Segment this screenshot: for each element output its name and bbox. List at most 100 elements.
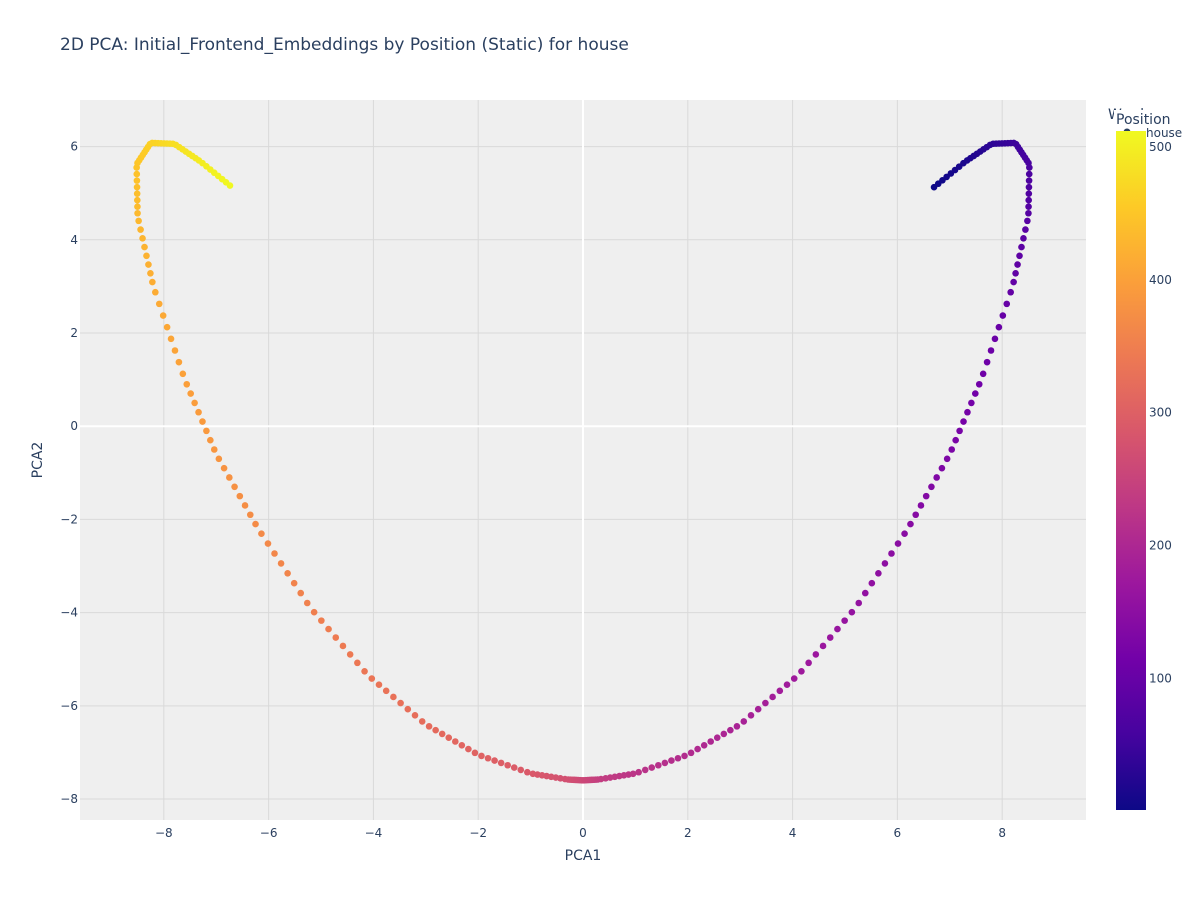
scatter-point[interactable] xyxy=(681,752,688,760)
scatter-point[interactable] xyxy=(641,766,649,774)
scatter-point[interactable] xyxy=(987,347,995,354)
scatter-point[interactable] xyxy=(943,455,951,463)
scatter-point[interactable] xyxy=(215,455,223,463)
scatter-point[interactable] xyxy=(133,183,141,191)
scatter-point[interactable] xyxy=(484,754,492,762)
scatter-point[interactable] xyxy=(258,530,265,537)
scatter-point[interactable] xyxy=(991,335,999,343)
scatter-point[interactable] xyxy=(674,754,682,762)
scatter-point[interactable] xyxy=(922,492,930,500)
scatter-point[interactable] xyxy=(411,711,419,719)
scatter-point[interactable] xyxy=(655,761,662,769)
scatter-point[interactable] xyxy=(134,209,141,217)
scatter-point[interactable] xyxy=(152,288,159,296)
scatter-point[interactable] xyxy=(277,560,285,567)
scatter-point[interactable] xyxy=(133,177,141,184)
scatter-point[interactable] xyxy=(783,681,791,689)
scatter-point[interactable] xyxy=(1025,170,1033,178)
scatter-point[interactable] xyxy=(171,347,179,354)
scatter-point[interactable] xyxy=(491,757,498,764)
scatter-point[interactable] xyxy=(888,550,895,557)
scatter-point[interactable] xyxy=(1024,217,1031,225)
scatter-point[interactable] xyxy=(458,741,466,749)
scatter-point[interactable] xyxy=(504,761,511,769)
scatter-point[interactable] xyxy=(149,278,156,286)
scatter-point[interactable] xyxy=(167,335,175,343)
scatter-point[interactable] xyxy=(700,741,708,749)
scatter-point[interactable] xyxy=(236,492,244,500)
scatter-point[interactable] xyxy=(733,723,741,730)
scatter-point[interactable] xyxy=(175,358,183,366)
scatter-point[interactable] xyxy=(451,738,459,745)
scatter-point[interactable] xyxy=(134,203,141,211)
scatter-point[interactable] xyxy=(747,711,755,719)
scatter-point[interactable] xyxy=(390,693,397,701)
scatter-point[interactable] xyxy=(155,300,163,308)
scatter-point[interactable] xyxy=(754,705,762,713)
scatter-point[interactable] xyxy=(975,380,983,388)
scatter-point[interactable] xyxy=(137,226,144,233)
scatter-point[interactable] xyxy=(819,642,827,650)
scatter-point[interactable] xyxy=(220,464,228,472)
scatter-point[interactable] xyxy=(471,749,479,757)
scatter-point[interactable] xyxy=(979,370,987,378)
scatter-point[interactable] xyxy=(938,464,946,472)
scatter-point[interactable] xyxy=(812,651,820,658)
scatter-point[interactable] xyxy=(952,436,959,444)
scatter-point[interactable] xyxy=(207,436,214,444)
scatter-point[interactable] xyxy=(707,738,715,745)
scatter-point[interactable] xyxy=(948,446,956,453)
scatter-point[interactable] xyxy=(1025,183,1033,191)
scatter-point[interactable] xyxy=(199,418,206,425)
scatter-point[interactable] xyxy=(1010,278,1017,286)
scatter-point[interactable] xyxy=(1018,243,1025,251)
scatter-point[interactable] xyxy=(798,668,805,675)
scatter-point[interactable] xyxy=(762,699,769,707)
scatter-point[interactable] xyxy=(375,681,383,689)
scatter-point[interactable] xyxy=(145,261,152,268)
scatter-point[interactable] xyxy=(1020,235,1027,242)
scatter-point[interactable] xyxy=(497,759,505,767)
scatter-point[interactable] xyxy=(284,570,291,577)
scatter-point[interactable] xyxy=(264,540,272,547)
scatter-point[interactable] xyxy=(271,550,278,557)
scatter-point[interactable] xyxy=(143,252,150,260)
scatter-point[interactable] xyxy=(648,764,656,771)
scatter-point[interactable] xyxy=(713,734,721,742)
scatter-point[interactable] xyxy=(1007,288,1014,296)
scatter-point[interactable] xyxy=(191,399,198,407)
scatter-point[interactable] xyxy=(445,734,453,742)
scatter-point[interactable] xyxy=(325,625,332,633)
scatter-point[interactable] xyxy=(1025,209,1032,217)
scatter-point[interactable] xyxy=(418,718,426,725)
scatter-point[interactable] xyxy=(881,560,889,567)
scatter-point[interactable] xyxy=(183,380,191,388)
scatter-point[interactable] xyxy=(478,752,485,760)
scatter-point[interactable] xyxy=(720,730,728,738)
scatter-point[interactable] xyxy=(894,540,902,547)
scatter-point[interactable] xyxy=(134,196,141,204)
scatter-point[interactable] xyxy=(310,608,318,616)
scatter-point[interactable] xyxy=(203,427,210,435)
scatter-point[interactable] xyxy=(999,312,1007,319)
scatter-point[interactable] xyxy=(1022,226,1029,233)
scatter-point[interactable] xyxy=(956,427,963,435)
scatter-point[interactable] xyxy=(432,726,439,734)
scatter-point[interactable] xyxy=(661,759,669,767)
scatter-point[interactable] xyxy=(404,705,412,713)
scatter-point[interactable] xyxy=(790,675,798,682)
scatter-point[interactable] xyxy=(133,190,141,197)
scatter-point[interactable] xyxy=(1003,300,1011,308)
scatter-point[interactable] xyxy=(141,243,148,251)
scatter-point[interactable] xyxy=(635,768,642,776)
scatter-point[interactable] xyxy=(346,651,354,658)
scatter-point[interactable] xyxy=(805,659,812,667)
scatter-point[interactable] xyxy=(210,446,218,453)
scatter-point[interactable] xyxy=(1025,203,1032,211)
scatter-point[interactable] xyxy=(928,483,935,491)
scatter-point[interactable] xyxy=(933,474,940,481)
scatter-point[interactable] xyxy=(524,768,531,776)
scatter-point[interactable] xyxy=(303,599,311,607)
scatter-point[interactable] xyxy=(826,634,834,641)
scatter-point[interactable] xyxy=(1025,196,1032,204)
